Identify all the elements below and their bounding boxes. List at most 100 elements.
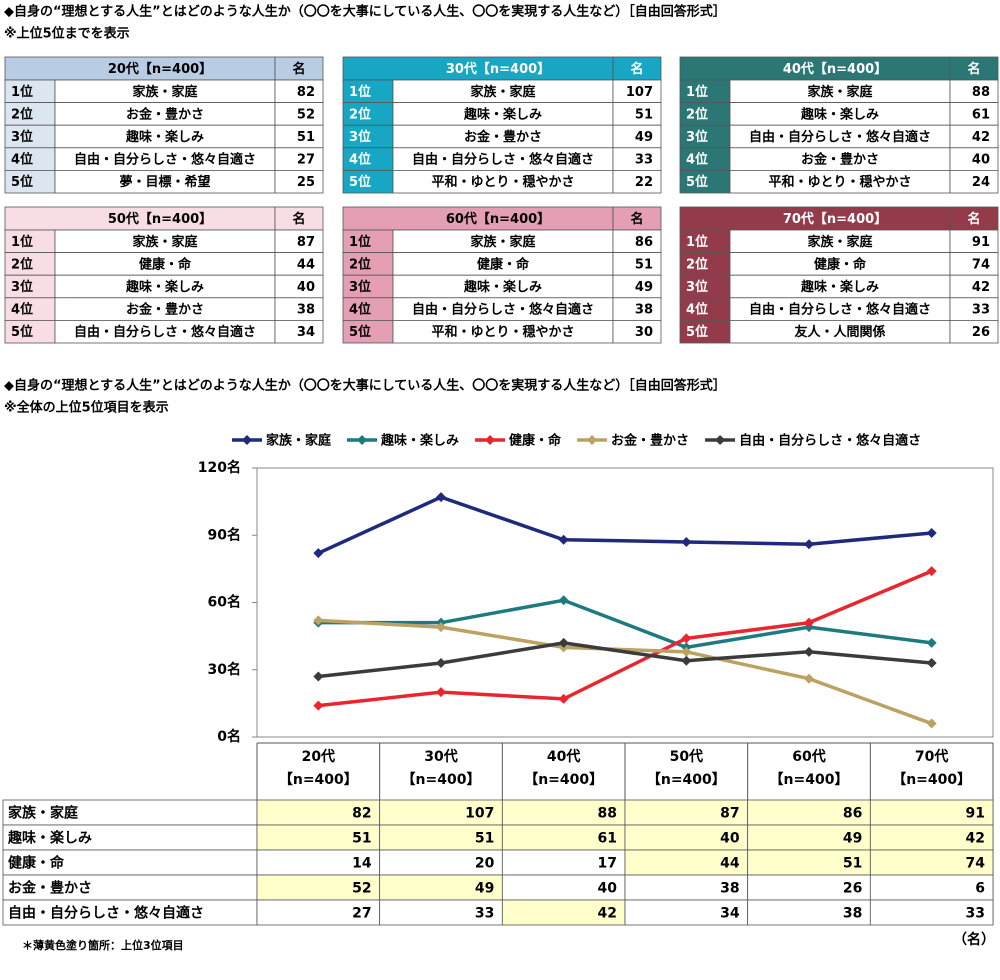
count: 82 (297, 85, 315, 100)
legend-label: 健康・命 (509, 433, 562, 449)
count: 42 (972, 130, 990, 145)
rank: 3位 (11, 129, 33, 145)
legend-label: 家族・家庭 (266, 433, 332, 449)
item: 平和・ゆとり・穏やかさ (431, 174, 574, 190)
cell (501, 824, 626, 851)
cell (624, 899, 749, 926)
cell (256, 799, 381, 826)
item: 家族・家庭 (807, 234, 873, 250)
item: お金・豊かさ (126, 106, 204, 122)
rank: 2位 (11, 256, 33, 272)
rank: 5位 (349, 324, 371, 340)
item: 自由・自分らしさ・悠々自適さ (749, 129, 931, 145)
table-value: 49 (475, 881, 494, 897)
table-value: 40 (720, 831, 740, 847)
rank: 3位 (11, 279, 33, 295)
x-tick-label: 50代 (670, 748, 703, 765)
marker (804, 673, 814, 684)
table-value: 51 (843, 856, 862, 872)
cell (501, 874, 626, 901)
table-value: 42 (966, 831, 985, 847)
rank: 4位 (686, 152, 708, 168)
cell (747, 849, 871, 876)
count-header: 名 (967, 61, 980, 77)
cell (869, 874, 994, 901)
rank: 3位 (686, 129, 708, 145)
y-tick-label: 120名 (198, 459, 241, 476)
marker (436, 622, 446, 633)
rank: 4位 (686, 302, 708, 318)
count: 38 (635, 303, 653, 318)
cell (256, 874, 381, 901)
x-tick-label: 60代 (792, 748, 825, 765)
cell (2, 899, 258, 926)
item: 自由・自分らしさ・悠々自適さ (412, 302, 594, 318)
footnote: ＊薄黄色塗り箇所：上位3位項目 (22, 938, 184, 952)
rank: 4位 (349, 152, 371, 168)
item: 健康・命 (814, 256, 867, 272)
row-label: お金・豊かさ (8, 880, 92, 897)
count: 40 (972, 153, 990, 168)
legend-marker (587, 435, 598, 445)
legend-marker (715, 435, 726, 445)
page-note: ※上位5位までを表示 (4, 26, 130, 42)
rank: 2位 (11, 106, 33, 122)
item: 自由・自分らしさ・悠々自適さ (412, 152, 594, 168)
chart-note: ※全体の上位5位項目を表示 (4, 400, 169, 416)
cell (274, 169, 324, 194)
count: 30 (635, 325, 653, 340)
y-tick-label: 60名 (208, 594, 241, 611)
item: 趣味・楽しみ (463, 106, 542, 122)
table-value: 91 (966, 806, 985, 822)
cell (747, 874, 871, 901)
marker (681, 633, 692, 644)
marker (926, 658, 937, 669)
table-value: 6 (975, 881, 985, 897)
cell (747, 799, 871, 826)
marker (558, 595, 569, 606)
cell (274, 319, 324, 344)
count: 61 (972, 107, 990, 122)
rank: 1位 (686, 84, 708, 100)
item: 平和・ゆとり・穏やかさ (431, 324, 574, 340)
table-value: 27 (352, 906, 371, 922)
x-tick-sublabel: 【n=400】 (402, 772, 481, 788)
item: 健康・命 (139, 256, 192, 272)
table-value: 74 (966, 856, 986, 872)
rank: 1位 (11, 234, 33, 250)
table-value: 88 (598, 806, 617, 822)
item: お金・豊かさ (126, 302, 204, 318)
x-tick-sublabel: 【n=400】 (770, 772, 849, 788)
page-title: ◆自身の“理想とする人生”とはどのような人生か（〇〇を大事にしている人生、〇〇を… (4, 4, 726, 20)
rank: 1位 (349, 84, 371, 100)
table-value: 61 (598, 831, 617, 847)
legend-label: 自由・自分らしさ・悠々自適さ (739, 433, 921, 449)
table-value: 51 (352, 831, 371, 847)
y-tick-label: 90名 (208, 526, 241, 543)
marker (436, 658, 446, 669)
legend-marker (485, 435, 496, 445)
table-title: 70代【n=400】 (783, 211, 887, 227)
table-value: 44 (720, 856, 740, 872)
rank: 3位 (349, 129, 371, 145)
rank: 2位 (349, 256, 371, 272)
plot-area (256, 467, 994, 738)
item: 家族・家庭 (132, 234, 198, 250)
cell (949, 319, 999, 344)
marker (804, 617, 814, 628)
cell (949, 169, 999, 194)
cell (869, 899, 994, 926)
count-header: 名 (292, 61, 305, 77)
table-title: 20代【n=400】 (108, 61, 212, 77)
row-label: 健康・命 (8, 855, 65, 872)
item: 家族・家庭 (132, 84, 198, 100)
marker (926, 566, 937, 577)
item: お金・豊かさ (464, 129, 542, 145)
count: 51 (635, 257, 653, 272)
rank: 4位 (11, 152, 33, 168)
marker (926, 637, 937, 648)
count: 25 (297, 175, 315, 190)
table-value: 14 (352, 856, 372, 872)
cell (501, 799, 626, 826)
rank: 3位 (349, 279, 371, 295)
